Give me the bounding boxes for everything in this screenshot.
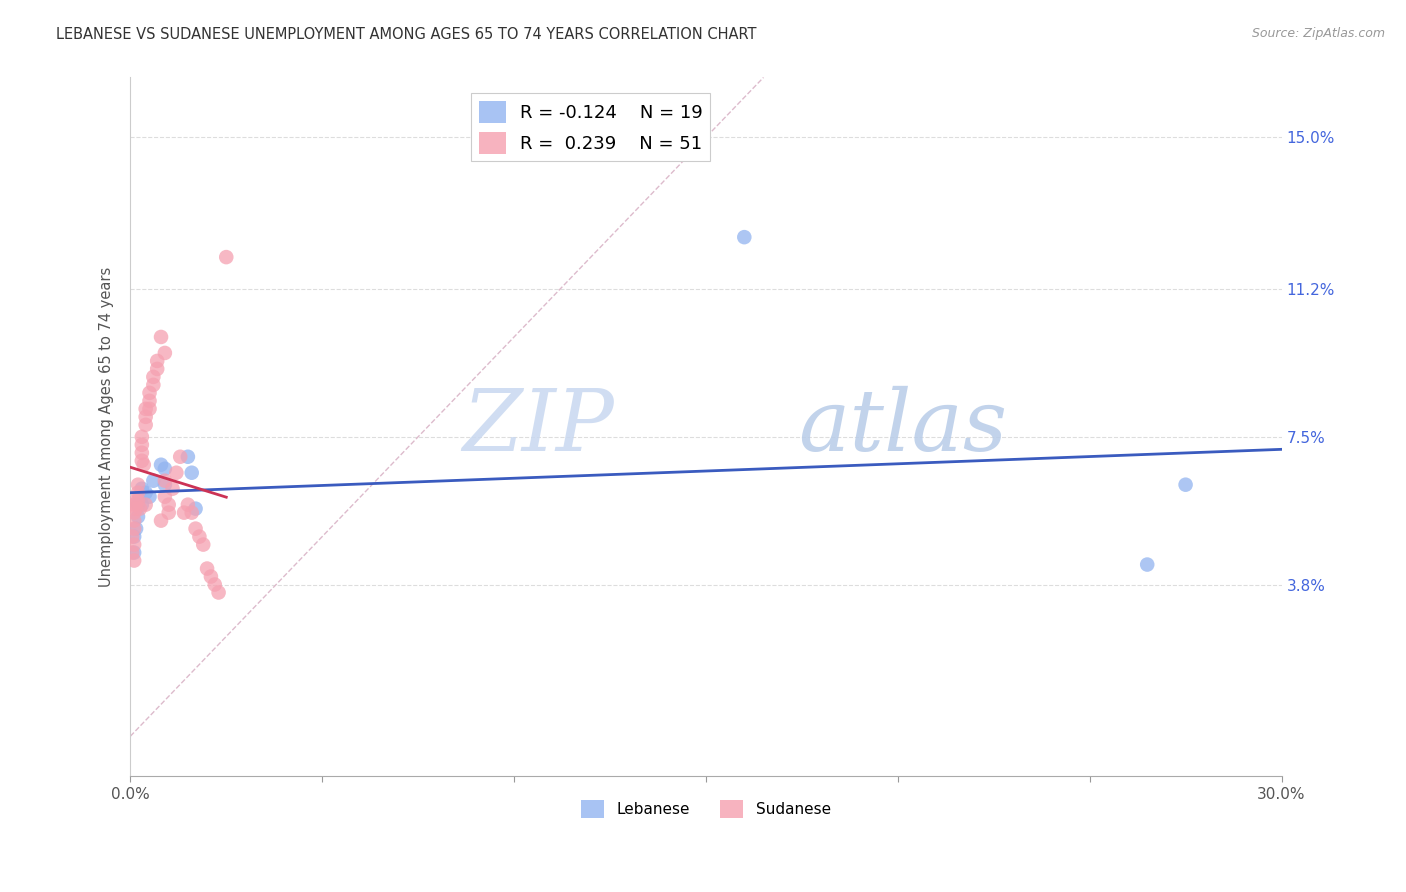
Point — [122, 530, 145, 544]
Point — [127, 485, 149, 500]
Point — [193, 538, 215, 552]
Point — [1174, 477, 1197, 491]
Point — [135, 485, 157, 500]
Y-axis label: Unemployment Among Ages 65 to 74 years: Unemployment Among Ages 65 to 74 years — [100, 267, 114, 587]
Point — [146, 362, 169, 376]
Point — [129, 501, 152, 516]
Point — [138, 490, 160, 504]
Point — [150, 514, 173, 528]
Point — [122, 538, 145, 552]
Point — [135, 498, 157, 512]
Point — [122, 545, 145, 559]
Point — [200, 569, 222, 583]
Point — [177, 498, 200, 512]
Point — [195, 561, 218, 575]
Text: Source: ZipAtlas.com: Source: ZipAtlas.com — [1251, 27, 1385, 40]
Text: LEBANESE VS SUDANESE UNEMPLOYMENT AMONG AGES 65 TO 74 YEARS CORRELATION CHART: LEBANESE VS SUDANESE UNEMPLOYMENT AMONG … — [56, 27, 756, 42]
Point — [153, 346, 176, 360]
Point — [165, 466, 187, 480]
Point — [131, 482, 153, 496]
Legend: Lebanese, Sudanese: Lebanese, Sudanese — [575, 794, 837, 824]
Point — [127, 498, 149, 512]
Point — [146, 354, 169, 368]
Point — [138, 385, 160, 400]
Point — [127, 493, 149, 508]
Point — [184, 501, 207, 516]
Point — [177, 450, 200, 464]
Point — [131, 438, 153, 452]
Point — [127, 509, 149, 524]
Point — [173, 506, 195, 520]
Point — [132, 458, 155, 472]
Point — [157, 498, 180, 512]
Point — [207, 585, 229, 599]
Point — [169, 450, 191, 464]
Point — [153, 477, 176, 491]
Point — [153, 490, 176, 504]
Point — [125, 522, 148, 536]
Point — [142, 474, 165, 488]
Point — [142, 370, 165, 384]
Point — [121, 545, 143, 559]
Point — [125, 493, 148, 508]
Point — [131, 498, 153, 512]
Point — [184, 522, 207, 536]
Point — [180, 466, 202, 480]
Point — [150, 330, 173, 344]
Point — [180, 506, 202, 520]
Point — [733, 230, 755, 244]
Point — [125, 501, 148, 516]
Point — [122, 498, 145, 512]
Point — [150, 458, 173, 472]
Point — [204, 577, 226, 591]
Point — [153, 474, 176, 488]
Point — [153, 461, 176, 475]
Point — [188, 530, 211, 544]
Point — [157, 506, 180, 520]
Point — [122, 553, 145, 567]
Text: atlas: atlas — [799, 385, 1007, 468]
Point — [135, 409, 157, 424]
Point — [135, 401, 157, 416]
Point — [131, 454, 153, 468]
Point — [131, 430, 153, 444]
Text: ZIP: ZIP — [463, 385, 614, 468]
Point — [122, 506, 145, 520]
Point — [142, 377, 165, 392]
Point — [215, 250, 238, 264]
Point — [138, 401, 160, 416]
Point — [122, 522, 145, 536]
Point — [162, 482, 184, 496]
Point — [127, 477, 149, 491]
Point — [121, 530, 143, 544]
Point — [131, 446, 153, 460]
Point — [138, 393, 160, 408]
Point — [122, 514, 145, 528]
Point — [135, 417, 157, 432]
Point — [1136, 558, 1159, 572]
